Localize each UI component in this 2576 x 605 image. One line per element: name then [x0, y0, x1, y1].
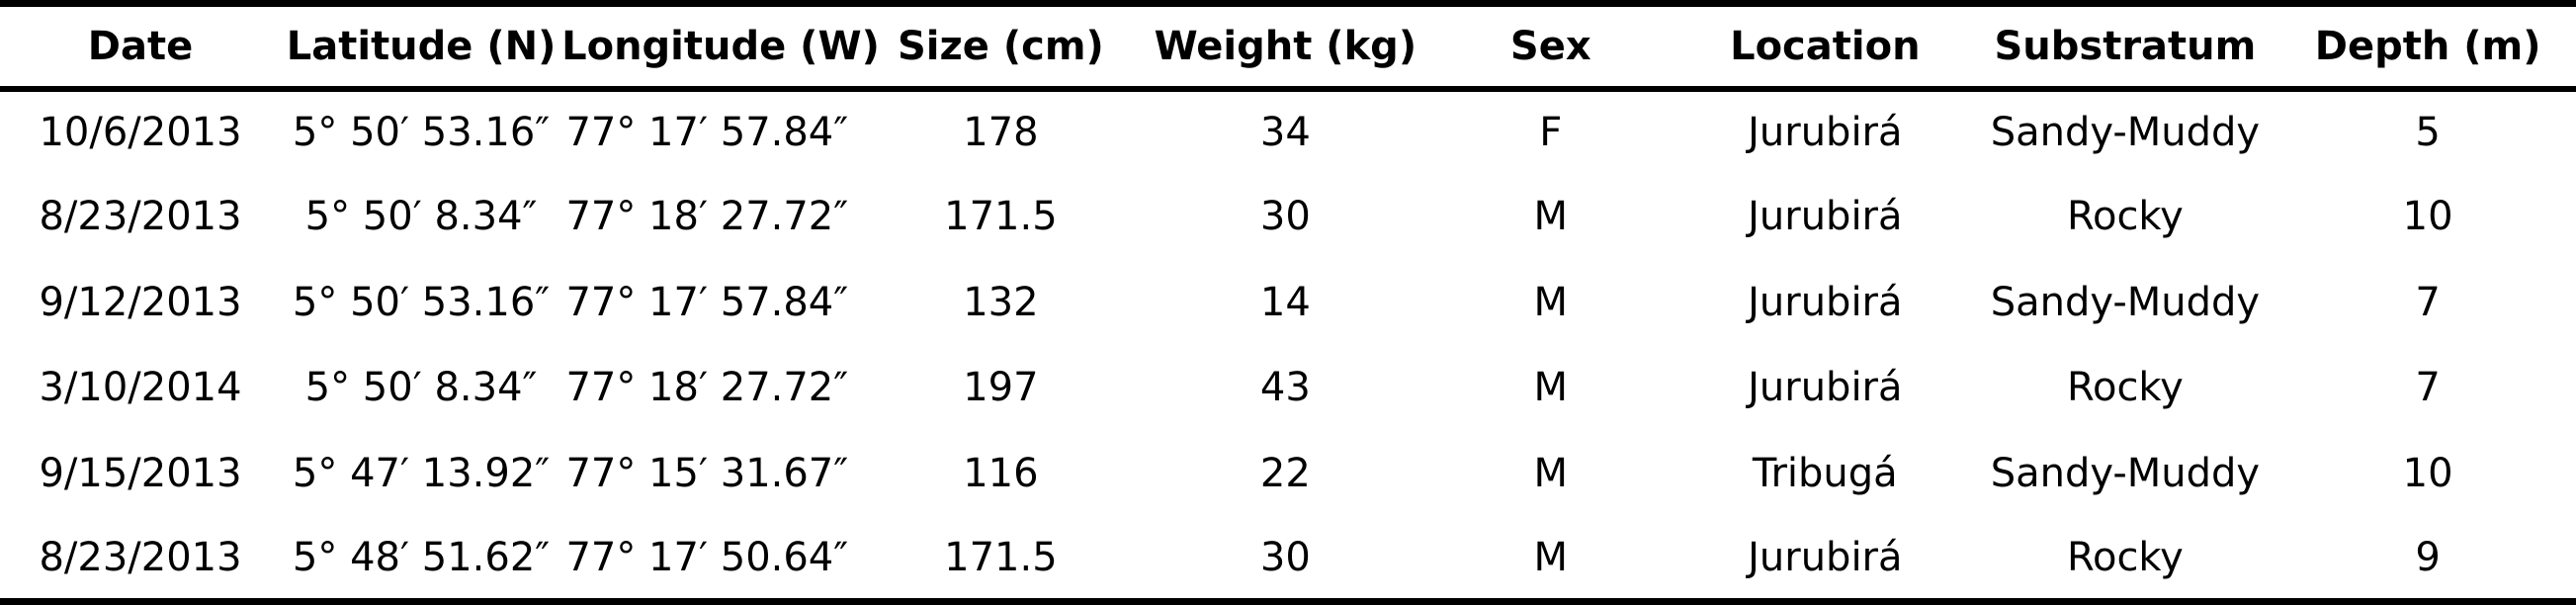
cell-substratum: Sandy-Muddy: [1990, 450, 2261, 496]
cell-date: 9/15/2013: [39, 450, 242, 496]
cell-weight: 22: [1259, 450, 1311, 496]
cell-sex: M: [1533, 534, 1569, 580]
cell-size: 178: [963, 110, 1039, 156]
cell-latitude: 5° 47′ 13.92″: [292, 450, 551, 496]
column-header-sex: Sex: [1509, 23, 1591, 69]
cell-size: 116: [963, 450, 1039, 496]
column-header-latitude: Latitude (N): [286, 23, 557, 69]
cell-size: 197: [963, 365, 1039, 411]
cell-latitude: 5° 50′ 8.34″: [304, 194, 538, 240]
cell-date: 10/6/2013: [39, 110, 242, 156]
cell-depth: 10: [2402, 194, 2453, 240]
table-row: 9/12/2013 5° 50′ 53.16″ 77° 17′ 57.84″ 132 1…: [0, 260, 2576, 346]
cell-location: Tribugá: [1752, 450, 1898, 496]
cell-substratum: Sandy-Muddy: [1990, 279, 2261, 325]
table-row: 8/23/2013 5° 48′ 51.62″ 77° 17′ 50.64″ 171.…: [0, 516, 2576, 602]
cell-substratum: Rocky: [2066, 534, 2184, 580]
cell-substratum: Rocky: [2066, 194, 2184, 240]
cell-sex: F: [1539, 110, 1563, 156]
cell-sex: M: [1533, 194, 1569, 240]
column-header-substratum: Substratum: [1994, 23, 2257, 69]
column-header-date: Date: [87, 23, 194, 69]
cell-weight: 30: [1259, 194, 1311, 240]
table-row: 8/23/2013 5° 50′ 8.34″ 77° 18′ 27.72″ 171.5…: [0, 174, 2576, 260]
table-body: 10/6/2013 5° 50′ 53.16″ 77° 17′ 57.84″ 178 3…: [0, 89, 2576, 602]
cell-location: Jurubirá: [1748, 110, 1903, 156]
cell-weight: 43: [1259, 365, 1311, 411]
cell-depth: 7: [2415, 279, 2441, 325]
cell-location: Jurubirá: [1748, 534, 1903, 580]
cell-size: 171.5: [944, 194, 1058, 240]
cell-longitude: 77° 18′ 27.72″: [565, 365, 849, 411]
cell-date: 9/12/2013: [39, 279, 242, 325]
cell-depth: 10: [2402, 450, 2453, 496]
cell-longitude: 77° 18′ 27.72″: [565, 194, 849, 240]
table-row: 3/10/2014 5° 50′ 8.34″ 77° 18′ 27.72″ 197 43…: [0, 345, 2576, 431]
cell-weight: 14: [1259, 279, 1311, 325]
cell-size: 132: [963, 279, 1039, 325]
cell-substratum: Rocky: [2066, 365, 2184, 411]
table-row: 9/15/2013 5° 47′ 13.92″ 77° 15′ 31.67″ 116 2…: [0, 431, 2576, 517]
cell-size: 171.5: [944, 534, 1058, 580]
cell-depth: 5: [2415, 110, 2441, 156]
cell-date: 3/10/2014: [39, 365, 242, 411]
cell-latitude: 5° 50′ 53.16″: [292, 279, 551, 325]
column-header-weight: Weight (kg): [1154, 23, 1417, 69]
cell-depth: 9: [2415, 534, 2441, 580]
cell-latitude: 5° 50′ 53.16″: [292, 110, 551, 156]
cell-substratum: Sandy-Muddy: [1990, 110, 2261, 156]
table-header: Date Latitude (N) Longitude (W) Size (cm…: [0, 4, 2576, 89]
cell-sex: M: [1533, 279, 1569, 325]
cell-longitude: 77° 17′ 57.84″: [565, 279, 849, 325]
cell-sex: M: [1533, 450, 1569, 496]
cell-date: 8/23/2013: [39, 534, 242, 580]
cell-longitude: 77° 17′ 50.64″: [565, 534, 849, 580]
column-header-depth: Depth (m): [2314, 23, 2541, 69]
cell-longitude: 77° 15′ 31.67″: [565, 450, 849, 496]
column-header-longitude: Longitude (W): [561, 23, 880, 69]
column-header-size: Size (cm): [898, 23, 1104, 69]
table-row: 10/6/2013 5° 50′ 53.16″ 77° 17′ 57.84″ 178 3…: [0, 89, 2576, 175]
cell-location: Jurubirá: [1748, 279, 1903, 325]
cell-weight: 30: [1259, 534, 1311, 580]
cell-location: Jurubirá: [1748, 194, 1903, 240]
cell-location: Jurubirá: [1748, 365, 1903, 411]
column-header-location: Location: [1730, 23, 1921, 69]
cell-sex: M: [1533, 365, 1569, 411]
cell-weight: 34: [1259, 110, 1311, 156]
cell-latitude: 5° 50′ 8.34″: [304, 365, 538, 411]
cell-longitude: 77° 17′ 57.84″: [565, 110, 849, 156]
cell-date: 8/23/2013: [39, 194, 242, 240]
cell-latitude: 5° 48′ 51.62″: [292, 534, 551, 580]
cell-depth: 7: [2415, 365, 2441, 411]
header-row: Date Latitude (N) Longitude (W) Size (cm…: [0, 4, 2576, 89]
